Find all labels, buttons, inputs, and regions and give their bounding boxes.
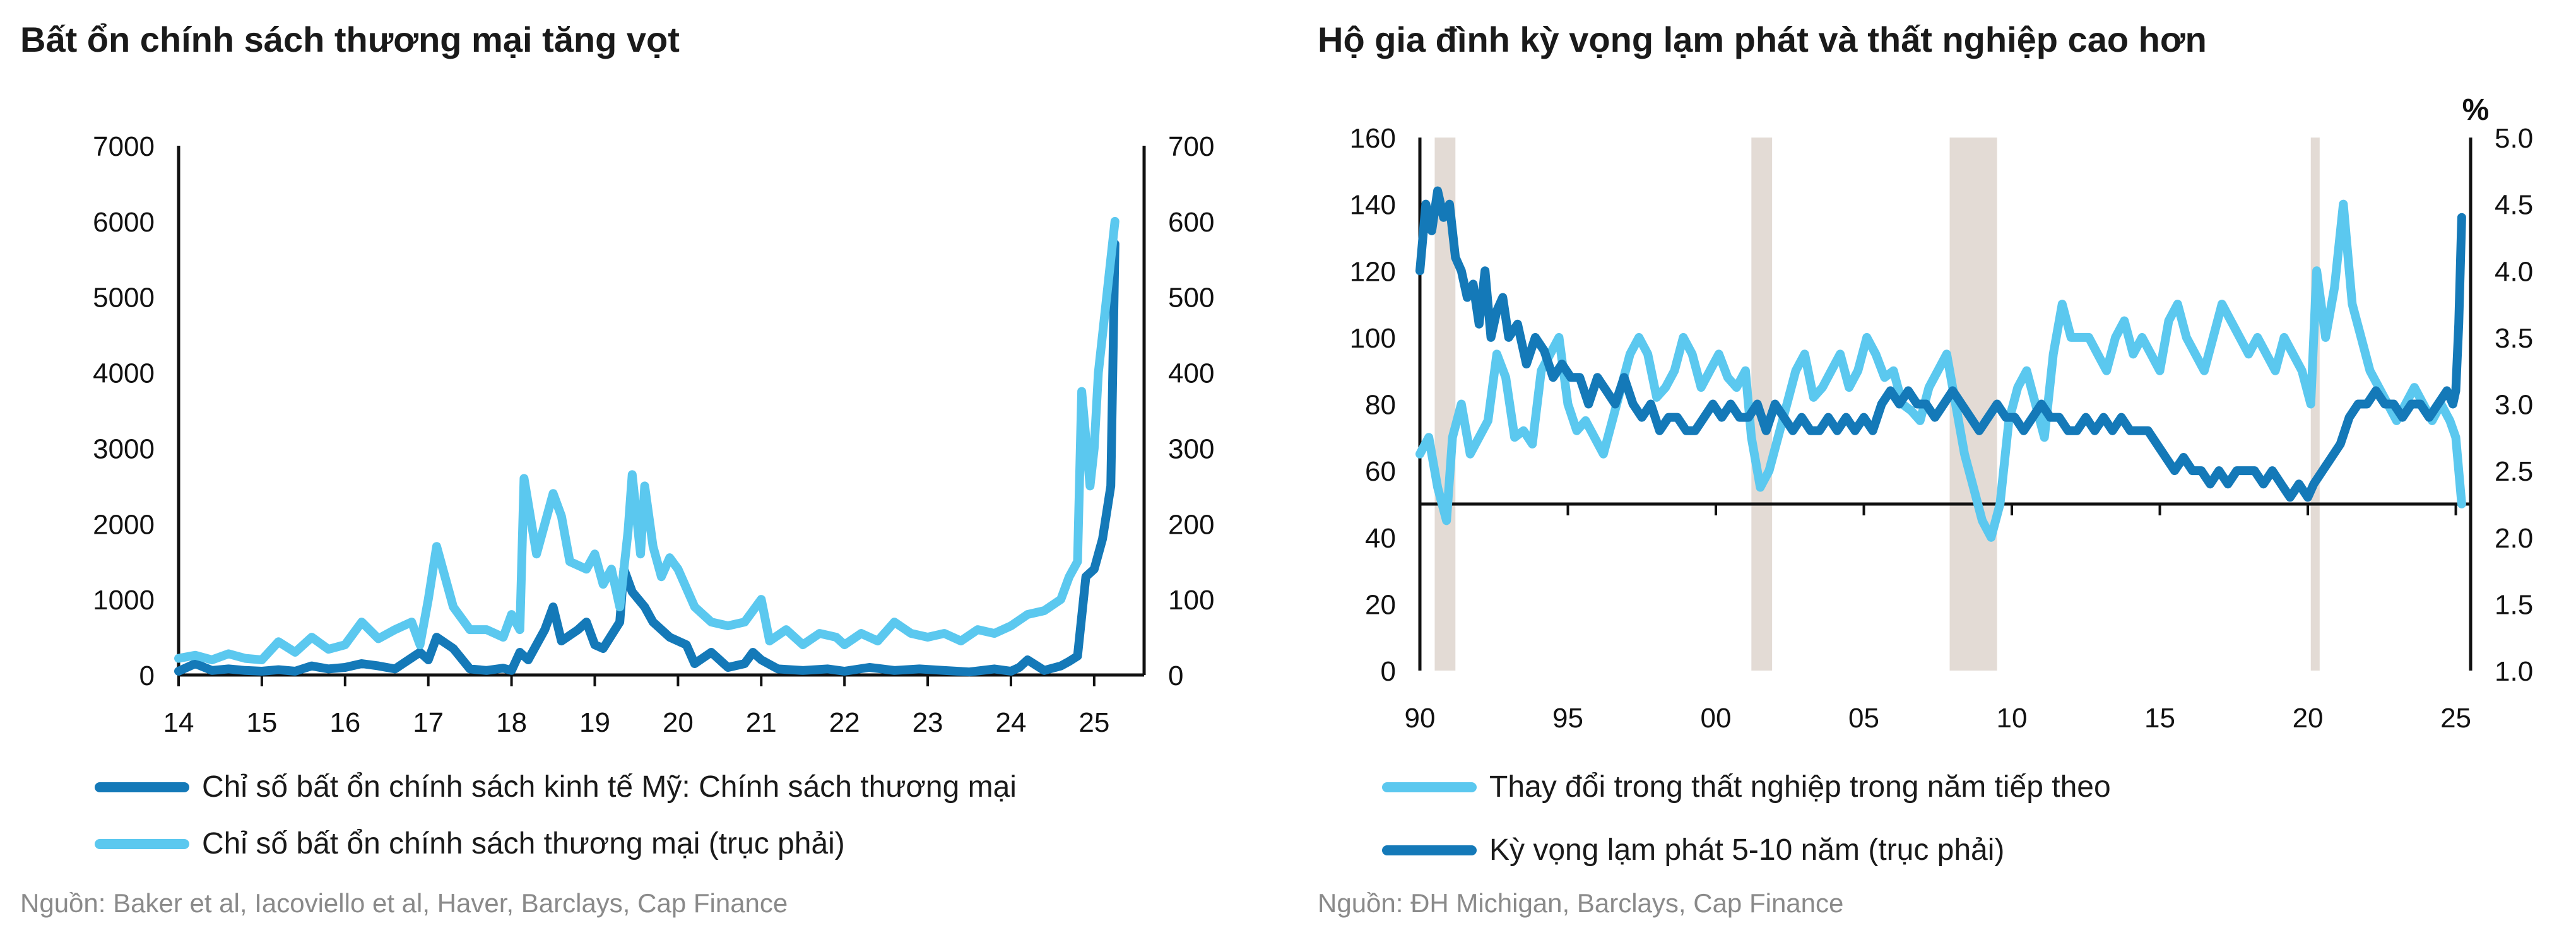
- y-tick-label-right: 1.5: [2495, 589, 2533, 620]
- legend-entry-series-1: Thay đổi trong thất nghiệp trong năm tiế…: [1382, 770, 2111, 804]
- right-axis-unit: %: [2462, 93, 2490, 127]
- x-tick-label: 23: [913, 707, 943, 738]
- y-tick-label-right: 1.0: [2495, 656, 2533, 687]
- legend-label: Kỳ vọng lạm phát 5-10 năm (trục phải): [1489, 833, 2005, 867]
- legend-swatch: [95, 782, 189, 792]
- legend-label: Thay đổi trong thất nghiệp trong năm tiế…: [1489, 770, 2111, 804]
- y-tick-label-right: 300: [1168, 433, 1214, 464]
- y-tick-label-left: 3000: [93, 433, 155, 464]
- y-tick-label-left: 60: [1365, 456, 1396, 487]
- source-note: Nguồn: ĐH Michigan, Barclays, Cap Financ…: [1318, 888, 1844, 918]
- right-chart-panel: Hộ gia đình kỳ vọng lạm phát và thất ngh…: [1313, 0, 2576, 933]
- left-chart-panel: Bất ổn chính sách thương mại tăng vọt 70…: [0, 0, 1281, 933]
- y-tick-label-right: 2.0: [2495, 523, 2533, 554]
- x-tick-label: 25: [1078, 707, 1109, 738]
- x-tick-label: 20: [663, 707, 694, 738]
- x-tick-label: 22: [829, 707, 860, 738]
- legend-entry-series-2: Kỳ vọng lạm phát 5-10 năm (trục phải): [1382, 833, 2004, 867]
- x-tick-label: 15: [246, 707, 277, 738]
- legend-label: Chỉ số bất ổn chính sách kinh tế Mỹ: Chí…: [202, 770, 1017, 804]
- x-tick-label: 19: [579, 707, 610, 738]
- legend-swatch: [1382, 782, 1477, 792]
- y-tick-label-left: 0: [1381, 656, 1396, 687]
- series-line-2: [1415, 186, 2466, 502]
- y-tick-label-right: 2.5: [2495, 456, 2533, 487]
- household-expectations-chart: 160 140 120 100 80 60 40 20 0 5.0 4.5 4.0 3.5 3.0 2.5 2…: [1350, 93, 2534, 734]
- x-tick-label: 16: [329, 707, 360, 738]
- y-tick-label-left: 2000: [93, 509, 155, 540]
- y-tick-label-right: 200: [1168, 509, 1214, 540]
- x-tick-label: 95: [1552, 703, 1583, 734]
- x-tick-label: 21: [746, 707, 777, 738]
- y-tick-label-left: 80: [1365, 390, 1396, 421]
- y-tick-label-left: 120: [1350, 256, 1396, 287]
- chart-title: Bất ổn chính sách thương mại tăng vọt: [20, 20, 680, 59]
- y-tick-label-left: 1000: [93, 585, 155, 616]
- y-tick-label-left: 6000: [93, 207, 155, 238]
- y-tick-label-right: 5.0: [2495, 123, 2533, 154]
- x-tick-label: 24: [995, 707, 1026, 738]
- x-tick-label: 00: [1701, 703, 1732, 734]
- source-note: Nguồn: Baker et al, Iacoviello et al, Ha…: [20, 888, 788, 918]
- y-tick-label-left: 160: [1350, 123, 1396, 154]
- y-tick-label-left: 100: [1350, 323, 1396, 354]
- x-tick-label: 17: [413, 707, 444, 738]
- x-tick-label: 18: [496, 707, 527, 738]
- legend-entry-series-2: Chỉ số bất ổn chính sách thương mại (trụ…: [95, 826, 845, 861]
- chart-title: Hộ gia đình kỳ vọng lạm phát và thất ngh…: [1318, 20, 2207, 59]
- y-tick-label-left: 4000: [93, 358, 155, 389]
- legend-swatch: [95, 838, 189, 849]
- y-tick-label-left: 5000: [93, 283, 155, 314]
- y-tick-label-left: 0: [139, 660, 155, 691]
- x-tick-label: 20: [2293, 703, 2324, 734]
- y-tick-label-left: 20: [1365, 589, 1396, 620]
- x-tick-label: 14: [163, 707, 194, 738]
- series-line-2: [174, 216, 1120, 664]
- y-tick-label-right: 3.0: [2495, 390, 2533, 421]
- x-tick-label: 05: [1848, 703, 1879, 734]
- y-tick-label-left: 7000: [93, 131, 155, 162]
- series-line-1: [1415, 199, 2466, 542]
- y-tick-label-left: 40: [1365, 523, 1396, 554]
- x-tick-label: 25: [2440, 703, 2471, 734]
- x-tick-label: 15: [2144, 703, 2175, 734]
- x-tick-label: 90: [1405, 703, 1436, 734]
- y-tick-label-right: 600: [1168, 207, 1214, 238]
- x-tick-label: 10: [1997, 703, 2028, 734]
- y-tick-label-right: 4.0: [2495, 256, 2533, 287]
- y-tick-label-right: 100: [1168, 585, 1214, 616]
- legend-entry-series-1: Chỉ số bất ổn chính sách kinh tế Mỹ: Chí…: [95, 770, 1017, 804]
- y-tick-label-right: 4.5: [2495, 190, 2533, 221]
- legend-swatch: [1382, 845, 1477, 855]
- y-tick-label-right: 3.5: [2495, 323, 2533, 354]
- y-tick-label-right: 700: [1168, 131, 1214, 162]
- y-tick-label-left: 140: [1350, 190, 1396, 221]
- legend-label: Chỉ số bất ổn chính sách thương mại (trụ…: [202, 827, 845, 860]
- series-line-1: [174, 239, 1120, 677]
- trade-policy-uncertainty-chart: 7000600050004000300020001000070060050040…: [93, 131, 1214, 738]
- y-tick-label-right: 500: [1168, 283, 1214, 314]
- y-tick-label-right: 0: [1168, 660, 1183, 691]
- y-tick-label-right: 400: [1168, 358, 1214, 389]
